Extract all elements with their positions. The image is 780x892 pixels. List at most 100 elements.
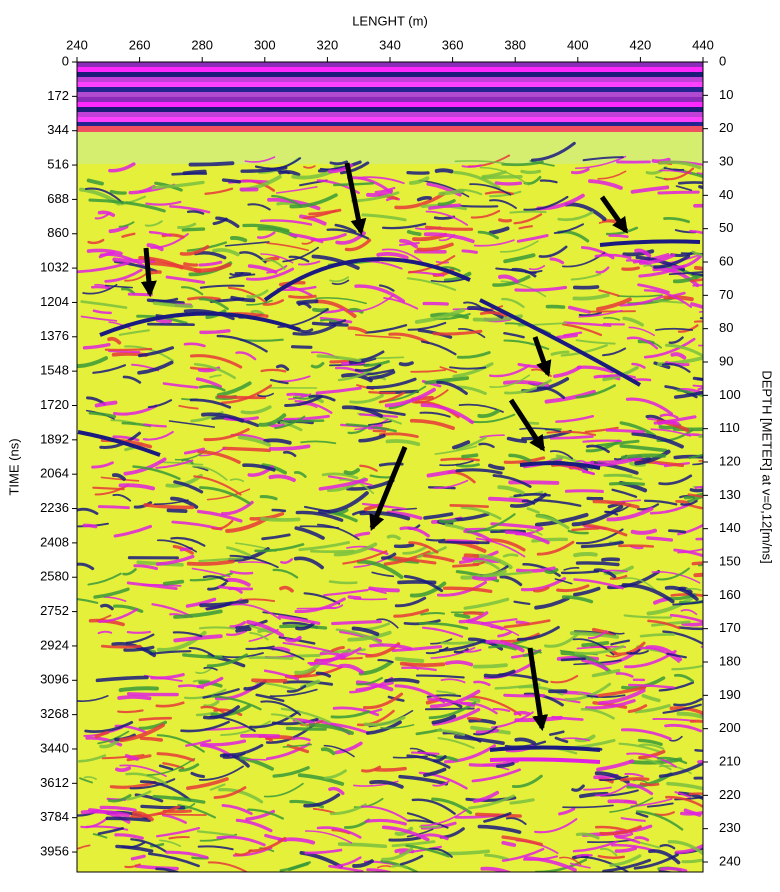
- image-texture: [626, 336, 659, 350]
- image-texture: [563, 321, 612, 327]
- image-texture: [545, 304, 566, 309]
- image-texture: [637, 738, 663, 746]
- image-texture: [588, 179, 623, 190]
- image-texture: [308, 723, 354, 735]
- image-texture: [615, 835, 641, 844]
- image-texture: [602, 858, 652, 872]
- image-texture: [523, 856, 577, 872]
- image-texture: [471, 768, 521, 783]
- image-texture: [240, 405, 272, 415]
- image-texture: [143, 503, 195, 510]
- image-texture: [698, 460, 703, 462]
- y2-tick-label: 10: [719, 87, 733, 102]
- image-texture: [489, 374, 531, 388]
- image-texture: [426, 182, 462, 197]
- y-tick-label: 2236: [40, 500, 69, 515]
- image-texture: [550, 674, 579, 684]
- image-texture: [461, 164, 482, 168]
- image-texture: [283, 450, 297, 457]
- image-texture: [635, 811, 649, 818]
- image-texture: [423, 767, 447, 777]
- image-texture: [358, 433, 386, 443]
- image-texture: [182, 653, 224, 659]
- image-texture: [213, 786, 247, 799]
- image-texture: [217, 585, 254, 591]
- image-texture: [408, 176, 430, 185]
- image-texture: [77, 261, 130, 274]
- image-texture: [195, 377, 222, 389]
- image-texture: [663, 295, 694, 302]
- y-tick-label: 172: [47, 88, 69, 103]
- image-texture: [630, 185, 670, 194]
- image-texture: [279, 624, 328, 630]
- image-texture: [452, 362, 494, 379]
- image-texture: [517, 322, 567, 327]
- image-texture: [229, 554, 279, 569]
- image-texture: [669, 613, 703, 624]
- image-texture: [421, 626, 464, 638]
- image-texture: [354, 284, 406, 303]
- image-texture: [511, 267, 537, 278]
- image-texture: [553, 223, 585, 235]
- image-texture: [368, 586, 400, 593]
- image-texture: [645, 645, 683, 662]
- image-band: [77, 62, 703, 67]
- image-texture: [99, 805, 137, 812]
- image-band: [77, 72, 703, 77]
- image-texture: [423, 554, 455, 563]
- image-texture: [198, 556, 244, 563]
- image-texture: [105, 816, 152, 823]
- image-texture: [198, 765, 244, 781]
- x-tick-label: 420: [630, 37, 652, 52]
- image-texture: [549, 435, 594, 440]
- image-texture: [490, 522, 543, 530]
- image-band: [77, 122, 703, 127]
- image-texture: [409, 581, 447, 598]
- image-texture: [470, 209, 501, 219]
- image-texture: [260, 368, 287, 373]
- image-texture: [438, 518, 457, 524]
- image-texture: [285, 726, 327, 731]
- image-texture: [693, 320, 703, 323]
- image-texture: [637, 283, 670, 294]
- image-texture: [255, 693, 285, 703]
- image-texture: [77, 507, 99, 515]
- image-texture: [671, 254, 702, 269]
- image-texture: [361, 502, 407, 511]
- image-texture: [454, 160, 505, 164]
- image-texture: [394, 656, 425, 663]
- image-texture: [363, 715, 406, 727]
- image-texture: [394, 596, 427, 608]
- image-texture: [297, 773, 345, 786]
- image-texture: [489, 199, 517, 209]
- y-tick-label: 3784: [40, 809, 69, 824]
- image-texture: [418, 771, 468, 790]
- image-texture: [354, 363, 382, 373]
- image-texture: [266, 242, 309, 252]
- image-texture: [342, 550, 388, 565]
- image-texture: [461, 249, 478, 254]
- image-texture: [310, 361, 325, 369]
- image-texture: [222, 743, 264, 757]
- image-texture: [85, 736, 123, 747]
- image-texture: [303, 793, 341, 808]
- image-texture: [663, 167, 685, 171]
- image-texture: [514, 285, 568, 292]
- image-texture: [627, 704, 648, 713]
- image-reflector: [489, 757, 601, 764]
- image-texture: [597, 170, 627, 180]
- y2-tick-label: 220: [719, 787, 741, 802]
- image-texture: [668, 529, 687, 534]
- image-texture: [82, 283, 118, 295]
- image-texture: [156, 734, 205, 753]
- image-texture: [661, 362, 691, 373]
- image-texture: [559, 856, 582, 866]
- image-texture: [549, 450, 574, 460]
- image-texture: [653, 254, 691, 269]
- image-texture: [77, 562, 95, 571]
- y2-axis-title: DEPTH [METER] at v=0,12[m/ns]: [760, 370, 775, 563]
- image-texture: [381, 847, 413, 861]
- image-texture: [454, 613, 471, 619]
- image-texture: [560, 570, 600, 575]
- image-texture: [695, 537, 703, 541]
